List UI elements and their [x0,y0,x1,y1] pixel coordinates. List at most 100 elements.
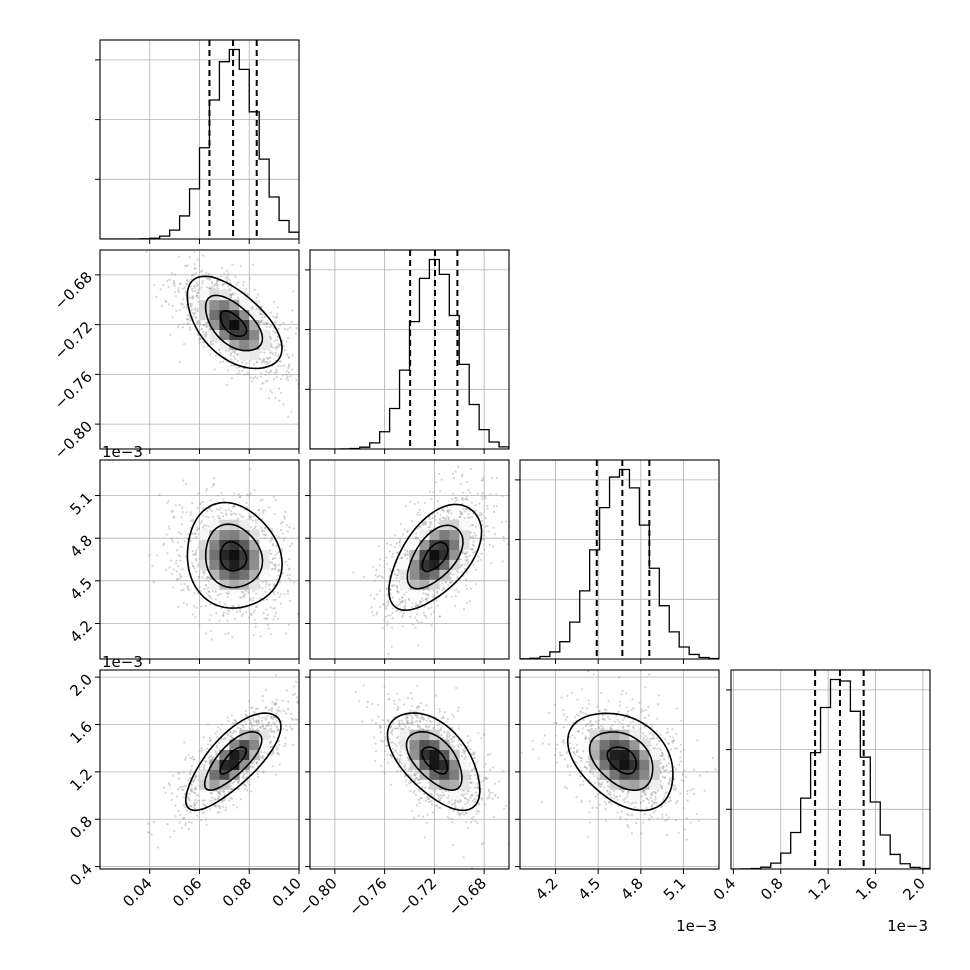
scatter-point [205,286,209,289]
scatter-point [177,290,181,294]
scatter-point [245,493,249,496]
scatter-point [203,811,206,814]
scatter-point [271,544,274,547]
scatter-point [194,788,197,791]
scatter-point [515,815,517,817]
scatter-point [375,568,378,572]
scatter-point [457,745,461,748]
scatter-point [209,287,213,290]
contour-line [219,310,248,337]
scatter-point [221,613,225,617]
scatter-point [269,606,272,609]
scatter-point [292,527,296,530]
scatter-point [271,607,275,610]
scatter-point [250,380,253,383]
scatter-point [419,600,422,604]
scatter-point [226,612,229,615]
scatter-point [255,723,258,727]
scatter-point [484,762,487,766]
density-cell [229,299,240,311]
scatter-point [419,603,422,606]
scatter-point [276,306,279,309]
scatter-point [202,736,205,739]
scatter-point [202,524,205,527]
scatter-point [398,544,402,547]
scatter-point [259,358,262,361]
scatter-point [270,528,273,531]
scatter-point [491,477,494,480]
scatter-point [218,517,222,520]
scatter-point [274,354,277,357]
scatter-point [276,728,279,731]
scatter-point [401,595,404,599]
scatter-point [261,359,265,362]
scatter-point [465,480,469,483]
scatter-point [475,809,478,812]
scatter-point [273,568,276,571]
scatter-point [459,566,462,569]
y-offset-label: 1e−3 [102,443,143,461]
scatter-point [386,719,389,722]
scatter-point [479,513,482,517]
scatter-point [482,538,486,541]
scatter-point [272,723,275,726]
scatter-point [269,335,272,338]
scatter-point [176,577,179,580]
scatter-point [480,479,483,482]
scatter-point [193,592,196,595]
scatter-point [194,316,198,320]
scatter-point [451,498,454,501]
scatter-point [396,573,399,577]
scatter-point [190,821,193,824]
contour-line [186,501,283,609]
scatter-point [190,805,193,808]
density-cell [199,789,210,800]
scatter-point [196,307,199,310]
scatter-point [239,798,243,801]
scatter-point [184,264,187,268]
scatter-point [262,381,265,385]
scatter-point [290,542,294,545]
scatter-point [503,807,506,810]
scatter-point [184,784,187,787]
scatter-point [459,743,462,746]
y-tick-label: 2.0 [66,670,96,700]
scatter-point [213,477,216,480]
density-cell [409,559,420,570]
scatter-point [265,356,269,360]
scatter-point [442,455,444,457]
density-cell [239,309,250,321]
scatter-point [448,581,452,584]
scatter-point [180,523,183,526]
scatter-point [175,579,178,582]
scatter-point [260,361,264,364]
scatter-point [232,506,235,509]
scatter-point [454,805,457,808]
scatter-point [283,345,286,348]
scatter-point [272,618,275,621]
scatter-point [210,280,214,283]
scatter-point [441,794,444,797]
scatter-point [220,491,223,494]
scatter-point [194,798,197,802]
scatter-point [374,573,377,577]
scatter-point [150,833,153,836]
scatter-point [481,479,484,482]
scatter-point [238,780,241,783]
scatter-point [193,804,196,807]
scatter-point [197,546,200,549]
scatter-point [254,525,257,528]
scatter-point [189,772,192,775]
scatter-point [186,318,189,321]
scatter-point [172,282,175,285]
scatter-point [300,726,302,728]
scatter-point [196,258,199,261]
scatter-point [248,493,251,497]
scatter-point [409,615,412,618]
density-cell [219,749,230,760]
scatter-point [222,614,225,617]
scatter-point [493,533,497,536]
scatter-point [270,715,273,719]
density-cell [249,339,260,350]
scatter-point [289,725,292,728]
